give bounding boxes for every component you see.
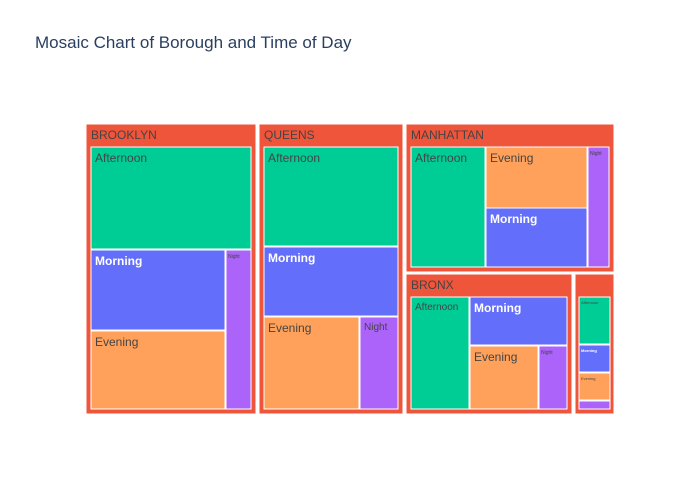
borough-group-bronx[interactable]: BRONX Afternoon Morning Evening Night (405, 273, 573, 415)
borough-group-queens[interactable]: QUEENS Afternoon Morning Evening Night (258, 123, 404, 415)
leaf-label: Night (590, 151, 602, 157)
leaf-label: Morning (581, 348, 597, 353)
leaf-label: Night (364, 322, 388, 333)
leaf-label: Evening (268, 321, 311, 335)
leaf-label: Evening (95, 335, 138, 349)
chart-title: Mosaic Chart of Borough and Time of Day (35, 33, 352, 52)
leaf-tile-morning[interactable] (90, 249, 226, 331)
leaf-tile-evening[interactable] (90, 330, 226, 410)
leaf-tile-morning[interactable] (485, 207, 588, 268)
leaf-tile-night[interactable] (359, 316, 399, 410)
leaf-label: Night (228, 254, 240, 260)
leaf-label: Morning (268, 251, 315, 265)
leaf-tile-unlabeled[interactable] (578, 400, 611, 410)
leaf-label: Morning (490, 212, 537, 226)
leaf-tile-evening[interactable] (578, 372, 611, 401)
leaf-label: Afternoon (268, 151, 320, 165)
leaf-tile-night[interactable] (587, 146, 610, 268)
leaf-tile-morning[interactable] (469, 296, 568, 346)
leaf-label: Evening (474, 350, 517, 364)
leaf-tile-afternoon[interactable] (410, 296, 470, 410)
leaf-tile-evening[interactable] (263, 316, 360, 410)
leaf-label: Night (541, 350, 553, 356)
borough-label: BRONX (411, 278, 454, 292)
leaf-tile-morning[interactable] (578, 344, 611, 373)
leaf-tile-afternoon[interactable] (410, 146, 486, 268)
leaf-label: Afternoon (415, 302, 458, 313)
leaf-label: Afternoon (95, 151, 147, 165)
leaf-label: Morning (474, 301, 521, 315)
leaf-label: Evening (490, 151, 533, 165)
borough-label: QUEENS (264, 128, 315, 142)
borough-label: MANHATTAN (411, 128, 484, 142)
borough-label: BROOKLYN (91, 128, 157, 142)
leaf-label: Morning (95, 254, 142, 268)
leaf-tile-night[interactable] (538, 345, 568, 410)
leaf-tile-evening[interactable] (485, 146, 588, 209)
borough-group-manhattan[interactable]: MANHATTAN Afternoon Evening Morning Night (405, 123, 615, 273)
borough-group-unnamed[interactable]: Afternoon Morning Evening (574, 273, 615, 415)
leaf-tile-morning[interactable] (263, 246, 399, 317)
leaf-tile-evening[interactable] (469, 345, 539, 410)
leaf-tile-afternoon[interactable] (263, 146, 399, 247)
leaf-tile-night[interactable] (225, 249, 252, 410)
borough-group-brooklyn[interactable]: BROOKLYN Afternoon Morning Evening Night (85, 123, 257, 415)
leaf-label: Afternoon (581, 300, 598, 305)
leaf-tile-afternoon[interactable] (90, 146, 252, 250)
leaf-label: Afternoon (415, 151, 467, 165)
leaf-tile-afternoon[interactable] (578, 296, 611, 345)
leaf-label: Evening (581, 376, 595, 381)
